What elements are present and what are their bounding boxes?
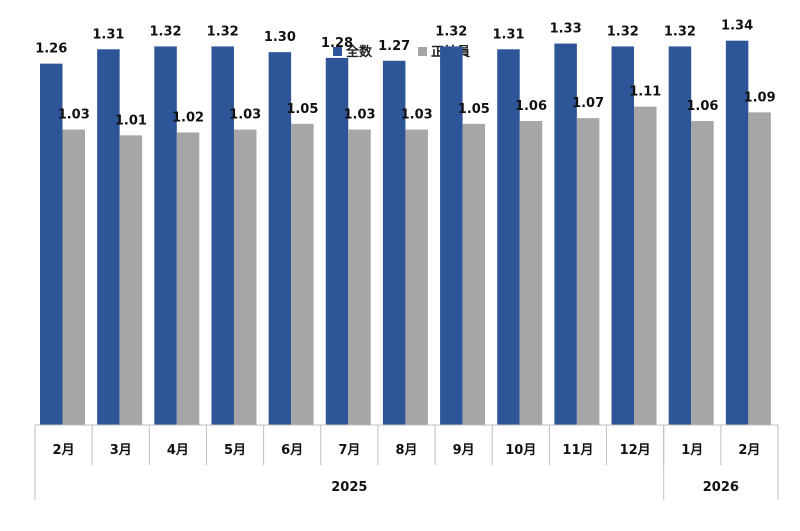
value-label-total-5: 1.30 <box>264 30 296 45</box>
x-tick-label: 9月 <box>453 443 475 458</box>
value-label-total-1: 1.26 <box>35 42 67 57</box>
value-label-regular-12: 1.06 <box>686 99 718 114</box>
bar-regular-11 <box>634 106 657 426</box>
bar-regular-5 <box>291 123 314 425</box>
bar-total-2 <box>97 49 120 425</box>
x-tick-label: 4月 <box>167 443 189 458</box>
bar-total-13 <box>725 40 749 426</box>
bar-total-9 <box>497 49 520 425</box>
value-label-total-9: 1.31 <box>492 27 524 42</box>
value-label-regular-13: 1.09 <box>744 90 776 105</box>
bar-regular-2 <box>119 135 143 425</box>
year-label-2026: 2026 <box>703 480 739 495</box>
x-tick-label: 3月 <box>110 443 132 458</box>
value-label-regular-5: 1.05 <box>286 102 318 117</box>
value-label-regular-8: 1.05 <box>458 102 490 117</box>
bar-total-1 <box>40 63 63 426</box>
value-label-total-6: 1.28 <box>321 36 353 51</box>
x-tick-label: 7月 <box>338 443 360 458</box>
bar-regular-1 <box>62 129 85 425</box>
value-label-regular-9: 1.06 <box>515 99 547 114</box>
value-label-regular-4: 1.03 <box>229 108 261 123</box>
bar-regular-7 <box>405 129 428 425</box>
value-label-regular-11: 1.11 <box>629 85 661 100</box>
bar-total-7 <box>382 60 406 425</box>
bar-total-5 <box>268 52 292 426</box>
x-tick-label: 2月 <box>738 443 760 458</box>
bar-regular-8 <box>462 123 486 425</box>
legend-swatch-total <box>333 47 342 56</box>
bar-total-8 <box>440 46 463 426</box>
x-tick-label: 2月 <box>53 443 75 458</box>
value-label-regular-3: 1.02 <box>172 110 204 125</box>
x-tick-label: 1月 <box>681 443 703 458</box>
bar-regular-3 <box>176 132 200 425</box>
value-label-regular-10: 1.07 <box>572 96 604 111</box>
x-tick-label: 8月 <box>395 443 417 458</box>
value-label-total-11: 1.32 <box>607 24 639 39</box>
value-label-total-12: 1.32 <box>664 24 696 39</box>
x-tick-label: 12月 <box>620 443 651 458</box>
bar-regular-6 <box>348 129 371 425</box>
year-label-2025: 2025 <box>331 480 367 495</box>
value-label-regular-1: 1.03 <box>58 108 90 123</box>
bar-regular-9 <box>519 120 543 426</box>
x-tick-label: 11月 <box>562 443 593 458</box>
bar-regular-10 <box>576 118 600 426</box>
x-tick-label: 10月 <box>505 443 536 458</box>
legend-label-total: 全数 <box>345 44 373 60</box>
legend-swatch-regular <box>418 47 427 56</box>
value-label-regular-7: 1.03 <box>401 108 433 123</box>
value-label-regular-2: 1.01 <box>115 113 147 128</box>
bars-group <box>40 40 771 426</box>
value-label-total-8: 1.32 <box>435 24 467 39</box>
value-label-total-7: 1.27 <box>378 39 410 54</box>
value-labels-group: 1.26 1.03 1.31 1.01 1.32 1.02 1.32 1.03 1.30 1.05… <box>35 19 775 129</box>
bar-regular-12 <box>691 120 714 426</box>
bar-total-10 <box>554 43 577 426</box>
value-label-total-13: 1.34 <box>721 19 753 34</box>
value-label-total-3: 1.32 <box>150 24 182 39</box>
bar-regular-4 <box>233 129 257 425</box>
value-label-regular-6: 1.03 <box>343 108 375 123</box>
bar-total-6 <box>325 57 349 425</box>
value-label-total-2: 1.31 <box>92 27 124 42</box>
value-label-total-4: 1.32 <box>207 24 239 39</box>
x-tick-label: 6月 <box>281 443 303 458</box>
bar-total-12 <box>668 46 692 426</box>
bar-total-4 <box>211 46 234 426</box>
x-axis: 2月 3月 4月 5月 6月 7月 8月 9月 10月 11月 12月 1月 2月 2025 2026 <box>34 424 779 500</box>
value-label-total-10: 1.33 <box>550 22 582 37</box>
x-tick-label: 5月 <box>224 443 246 458</box>
bar-total-11 <box>611 46 635 426</box>
bar-total-3 <box>154 46 177 426</box>
bar-regular-13 <box>748 112 771 425</box>
